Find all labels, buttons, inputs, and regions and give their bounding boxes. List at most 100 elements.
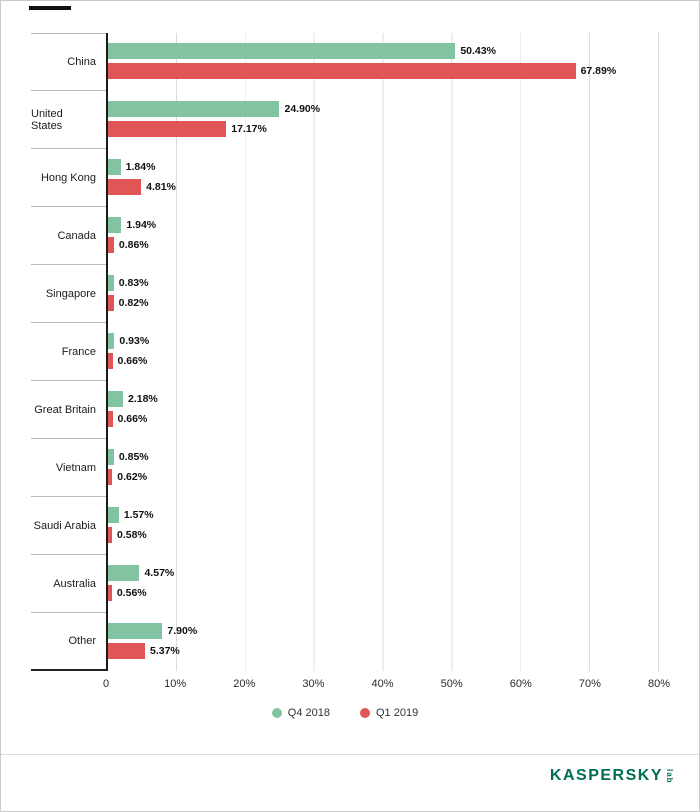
- bar-value-label: 7.90%: [167, 625, 198, 637]
- plot-area: 7.90% 5.37%: [106, 613, 659, 671]
- bar-q4-2018: [108, 449, 114, 465]
- chart-legend: Q4 2018 Q1 2019: [31, 707, 659, 719]
- bar-group: 0.66%: [108, 411, 659, 427]
- legend-item-q4-2018: Q4 2018: [271, 707, 330, 719]
- category-label: Saudi Arabia: [31, 497, 106, 555]
- bar-chart: China 50.43% 67.89% United States 24.90% 17.1…: [31, 33, 670, 719]
- plot-area: 50.43% 67.89%: [106, 33, 659, 91]
- legend-label: Q1 2019: [376, 707, 419, 719]
- bar-group: 0.83%: [108, 275, 659, 291]
- bar-group: 0.66%: [108, 353, 659, 369]
- category-label: Vietnam: [31, 439, 106, 497]
- bar-value-label: 0.82%: [118, 297, 149, 309]
- chart-rows: China 50.43% 67.89% United States 24.90% 17.1…: [31, 33, 659, 671]
- plot-area: 0.83% 0.82%: [106, 265, 659, 323]
- bar-value-label: 4.81%: [146, 181, 176, 193]
- legend-item-q1-2019: Q1 2019: [360, 707, 418, 719]
- bar-q1-2019: [108, 527, 112, 543]
- bar-group: 1.57%: [108, 507, 659, 523]
- bar-q4-2018: [108, 101, 280, 117]
- bar-value-label: 4.57%: [144, 567, 175, 579]
- bar-value-label: 0.58%: [116, 529, 147, 541]
- bar-value-label: 0.93%: [119, 335, 150, 347]
- category-row-singapore: Singapore 0.83% 0.82%: [31, 265, 659, 323]
- category-label: Other: [31, 613, 106, 671]
- bar-group: 50.43%: [108, 43, 659, 59]
- kaspersky-logo-word: KASPERSKY: [549, 767, 663, 784]
- bar-group: 4.81%: [108, 179, 659, 195]
- plot-area: 2.18% 0.66%: [106, 381, 659, 439]
- bar-q4-2018: [108, 333, 115, 349]
- category-row-china: China 50.43% 67.89%: [31, 33, 659, 91]
- x-tick-label: 0: [102, 678, 110, 690]
- category-label: Canada: [31, 207, 106, 265]
- bar-value-label: 0.62%: [117, 471, 148, 483]
- footer-divider: [1, 754, 699, 755]
- bar-group: 0.62%: [108, 469, 659, 485]
- bar-q1-2019: [108, 237, 114, 253]
- category-label: United States: [31, 91, 106, 149]
- bar-q4-2018: [108, 159, 121, 175]
- bar-q1-2019: [108, 411, 113, 427]
- bar-group: 5.37%: [108, 643, 659, 659]
- x-tick-label: 80%: [647, 678, 671, 690]
- x-tick-label: 40%: [371, 678, 394, 690]
- bar-value-label: 67.89%: [580, 65, 617, 77]
- x-axis: 0 10% 20% 30% 40% 50% 60% 70% 80%: [102, 671, 670, 693]
- bar-group: 0.56%: [108, 585, 659, 601]
- bar-group: 67.89%: [108, 63, 659, 79]
- bar-value-label: 50.43%: [460, 45, 496, 57]
- plot-area: 1.84% 4.81%: [106, 149, 659, 207]
- bar-value-label: 0.83%: [118, 277, 149, 289]
- category-row-united-states: United States 24.90% 17.17%: [31, 91, 659, 149]
- bar-q1-2019: [108, 353, 113, 369]
- bar-q1-2019: [108, 643, 145, 659]
- x-tick-label: 70%: [578, 678, 601, 690]
- bar-value-label: 1.84%: [125, 161, 156, 173]
- bar-group: 0.93%: [108, 333, 659, 349]
- x-tick-label: 50%: [440, 678, 463, 690]
- category-row-vietnam: Vietnam 0.85% 0.62%: [31, 439, 659, 497]
- category-label: Singapore: [31, 265, 106, 323]
- bar-value-label: 0.86%: [118, 239, 149, 251]
- bar-q4-2018: [108, 43, 456, 59]
- bar-q4-2018: [108, 507, 119, 523]
- bar-group: 4.57%: [108, 565, 659, 581]
- bar-value-label: 0.66%: [117, 355, 148, 367]
- bar-value-label: 1.94%: [126, 219, 157, 231]
- bar-q1-2019: [108, 121, 227, 137]
- plot-area: 1.57% 0.58%: [106, 497, 659, 555]
- bar-group: 24.90%: [108, 101, 659, 117]
- bar-group: 1.94%: [108, 217, 659, 233]
- category-label: China: [31, 33, 106, 91]
- legend-dot-icon: [360, 708, 370, 718]
- category-row-other: Other 7.90% 5.37%: [31, 613, 659, 671]
- bar-q1-2019: [108, 63, 576, 79]
- category-row-hong-kong: Hong Kong 1.84% 4.81%: [31, 149, 659, 207]
- plot-area: 1.94% 0.86%: [106, 207, 659, 265]
- plot-area: 0.85% 0.62%: [106, 439, 659, 497]
- bar-q4-2018: [108, 391, 123, 407]
- category-row-france: France 0.93% 0.66%: [31, 323, 659, 381]
- category-row-great-britain: Great Britain 2.18% 0.66%: [31, 381, 659, 439]
- plot-area: 4.57% 0.56%: [106, 555, 659, 613]
- bar-group: 0.86%: [108, 237, 659, 253]
- bar-q1-2019: [108, 585, 112, 601]
- plot-area: 24.90% 17.17%: [106, 91, 659, 149]
- bar-value-label: 17.17%: [231, 123, 267, 135]
- bar-q4-2018: [108, 275, 114, 291]
- category-row-australia: Australia 4.57% 0.56%: [31, 555, 659, 613]
- category-label: Australia: [31, 555, 106, 613]
- bar-q4-2018: [108, 565, 140, 581]
- bar-value-label: 0.66%: [117, 413, 148, 425]
- legend-dot-icon: [271, 708, 282, 718]
- x-tick-label: 10%: [164, 678, 187, 690]
- category-label: France: [31, 323, 106, 381]
- bar-value-label: 2.18%: [128, 393, 158, 405]
- x-tick-label: 60%: [509, 678, 532, 690]
- bar-group: 17.17%: [108, 121, 659, 137]
- bar-group: 2.18%: [108, 391, 659, 407]
- category-row-saudi-arabia: Saudi Arabia 1.57% 0.58%: [31, 497, 659, 555]
- x-tick-label: 20%: [233, 678, 256, 690]
